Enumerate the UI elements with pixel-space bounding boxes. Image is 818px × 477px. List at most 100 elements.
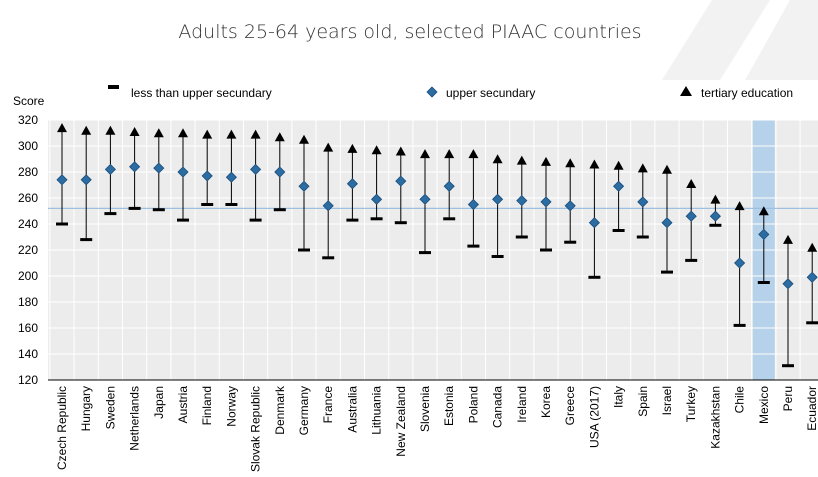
upper-secundary-marker [709, 210, 721, 222]
less-than-upper-marker [443, 217, 456, 221]
y-tick-label: 320 [18, 113, 38, 127]
less-than-upper-marker [104, 212, 117, 216]
upper-secundary-marker [516, 195, 528, 207]
tertiary-marker [420, 149, 430, 159]
less-than-upper-marker [201, 203, 214, 206]
upper-secundary-marker [443, 180, 455, 192]
tertiary-marker [734, 201, 745, 211]
legend-label-tertiary: tertiary education [701, 86, 793, 100]
tertiary-marker [710, 194, 721, 204]
x-tick-label: Italy [612, 386, 626, 408]
y-tick-label: 300 [18, 139, 38, 153]
upper-secundary-marker [129, 161, 141, 173]
x-tick-label: Poland [466, 386, 480, 423]
legend-marker-less-than-upper [108, 85, 119, 89]
upper-secundary-marker [177, 166, 189, 178]
less-than-upper-marker [636, 235, 649, 239]
tertiary-marker [565, 158, 576, 168]
x-tick-label: Canada [491, 386, 505, 428]
x-tick-label: Ireland [515, 386, 529, 423]
x-tick-label: New Zealand [394, 386, 408, 457]
x-tick-label: France [321, 386, 335, 424]
x-tick-label: Spain [636, 386, 650, 417]
y-axis-label: Score [13, 94, 45, 108]
less-than-upper-marker [370, 217, 383, 221]
upper-secundary-marker [685, 210, 697, 222]
tertiary-marker [347, 143, 358, 153]
y-tick-label: 200 [18, 269, 38, 283]
less-than-upper-marker [394, 221, 407, 225]
less-than-upper-marker [782, 364, 794, 368]
tertiary-marker [81, 125, 92, 135]
x-tick-label: Japan [152, 386, 166, 419]
tertiary-marker [153, 128, 164, 138]
decorative-band [662, 0, 770, 80]
upper-secundary-marker [104, 163, 116, 175]
x-tick-label: Mexico [757, 386, 771, 424]
less-than-upper-marker [249, 218, 262, 222]
x-tick-label: USA (2017) [587, 386, 601, 448]
x-tick-label: Ecuador [805, 386, 818, 431]
x-tick-label: Austria [176, 386, 190, 424]
tertiary-marker [323, 142, 334, 152]
tertiary-marker [686, 179, 697, 188]
x-tick-label: Hungary [79, 386, 93, 431]
x-tick-label: Kazakhstan [708, 386, 722, 449]
y-tick-label: 160 [18, 321, 38, 335]
data-marks [56, 123, 818, 368]
less-than-upper-marker [612, 229, 625, 232]
x-tick-label: Lithuania [370, 386, 384, 435]
x-tick-label: Peru [781, 386, 795, 411]
legend-marker-tertiary [680, 86, 692, 96]
upper-secundary-marker [758, 228, 770, 240]
less-than-upper-marker [806, 321, 818, 325]
x-tick-label: Estonia [442, 386, 456, 426]
less-than-upper-marker [515, 235, 528, 239]
y-tick-label: 240 [18, 217, 38, 231]
x-tick-label: Slovenia [418, 386, 432, 432]
upper-secundary-marker [322, 200, 334, 212]
upper-secundary-marker [395, 175, 407, 187]
tertiary-marker [202, 129, 213, 139]
upper-secundary-marker [734, 257, 746, 269]
legend-label-upper: upper secundary [446, 86, 535, 100]
x-tick-label: Norway [224, 386, 238, 427]
upper-secundary-marker [80, 174, 92, 186]
less-than-upper-marker [467, 244, 480, 248]
tertiary-marker [444, 149, 455, 159]
x-tick-label: Finland [200, 386, 214, 425]
upper-secundary-marker [298, 180, 310, 192]
tertiary-marker [758, 206, 769, 216]
tertiary-marker [178, 128, 188, 138]
upper-secundary-marker [153, 162, 165, 174]
chart-title: Adults 25-64 years old, selected PIAAC c… [178, 21, 641, 43]
x-tick-label: Czech Republic [55, 386, 69, 470]
y-tick-label: 260 [18, 191, 38, 205]
tertiary-marker [57, 123, 67, 133]
tertiary-marker [468, 149, 479, 159]
legend: less than upper secundary upper secundar… [108, 85, 793, 100]
less-than-upper-marker [56, 222, 68, 226]
upper-secundary-marker [201, 170, 213, 182]
tertiary-marker [613, 160, 624, 170]
less-than-upper-marker [685, 258, 698, 262]
less-than-upper-marker [733, 323, 746, 327]
upper-secundary-marker [56, 174, 68, 186]
less-than-upper-marker [128, 206, 141, 210]
tertiary-marker [541, 156, 551, 166]
less-than-upper-marker [491, 255, 504, 258]
upper-secundary-marker [613, 180, 625, 192]
tertiary-marker [226, 129, 237, 139]
upper-secundary-marker [419, 193, 431, 205]
upper-secundary-marker [564, 200, 576, 212]
tertiary-marker [637, 163, 648, 173]
less-than-upper-marker [588, 275, 601, 279]
less-than-upper-marker [419, 251, 431, 255]
tertiary-marker [516, 155, 527, 165]
x-tick-label: Slovak Republic [249, 386, 263, 472]
tertiary-marker [395, 146, 406, 156]
tertiary-marker [129, 127, 140, 136]
y-tick-label: 120 [18, 373, 38, 387]
upper-secundary-marker [492, 193, 504, 205]
